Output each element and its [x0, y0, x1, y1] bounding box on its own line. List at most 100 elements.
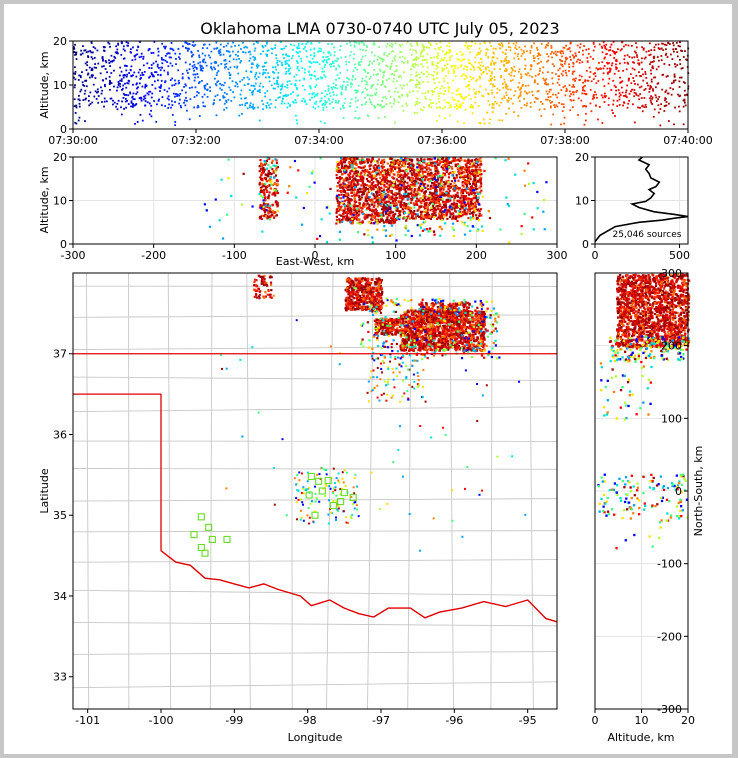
- time-altitude-source: [584, 80, 586, 83]
- time-altitude-source: [77, 79, 80, 81]
- ew-source: [475, 214, 478, 217]
- time-altitude-source: [441, 58, 444, 61]
- time-altitude-source: [169, 47, 172, 50]
- time-altitude-source: [262, 50, 265, 53]
- ew-source: [381, 169, 384, 172]
- ew-source: [366, 214, 369, 217]
- time-altitude-source: [234, 44, 236, 47]
- ew-source: [433, 192, 436, 195]
- time-altitude-source: [247, 51, 250, 53]
- ew-source: [361, 193, 364, 196]
- time-altitude-source: [441, 67, 444, 70]
- time-altitude-source: [200, 68, 203, 70]
- ew-source: [263, 161, 267, 164]
- time-altitude-source: [91, 67, 93, 70]
- time-altitude-source: [186, 49, 189, 52]
- time-altitude-source: [592, 41, 595, 44]
- time-altitude-source: [97, 95, 100, 97]
- time-altitude-source: [680, 76, 683, 79]
- ew-source: [384, 172, 387, 176]
- time-altitude-source: [111, 60, 114, 62]
- time-altitude-source: [329, 102, 331, 105]
- ew-source: [336, 200, 339, 203]
- time-altitude-source: [546, 53, 549, 56]
- time-altitude-source: [435, 55, 438, 58]
- ew-source: [394, 166, 397, 169]
- ew-source: [264, 196, 267, 199]
- time-altitude-source: [512, 42, 515, 45]
- time-altitude-source: [637, 94, 640, 97]
- time-altitude-source: [547, 83, 550, 86]
- time-altitude-source: [473, 88, 475, 91]
- time-altitude-source: [540, 114, 543, 117]
- time-altitude-source: [120, 113, 123, 116]
- time-altitude-source: [161, 96, 164, 98]
- time-altitude-source: [468, 45, 471, 48]
- time-altitude-source: [562, 52, 565, 55]
- time-altitude-source: [144, 97, 147, 100]
- ew-source: [381, 166, 384, 170]
- ew-source: [467, 199, 470, 202]
- time-altitude-source: [305, 42, 308, 45]
- time-altitude-source: [354, 89, 357, 92]
- ew-source: [389, 180, 392, 183]
- ew-source: [345, 179, 348, 182]
- ew-source: [397, 209, 400, 213]
- time-altitude-source: [296, 47, 299, 50]
- time-altitude-source: [86, 64, 89, 67]
- time-altitude-source: [254, 47, 257, 50]
- ew-source: [355, 170, 358, 173]
- ew-source: [383, 183, 386, 187]
- time-altitude-source: [97, 62, 100, 65]
- time-altitude-source: [191, 55, 193, 57]
- time-altitude-source: [413, 111, 416, 114]
- time-altitude-source: [344, 85, 347, 88]
- ew-source: [435, 189, 438, 192]
- time-altitude-source: [557, 75, 560, 78]
- ew-source: [467, 197, 471, 200]
- time-altitude-source: [530, 65, 533, 68]
- ew-source: [370, 159, 373, 162]
- ew-source: [276, 178, 279, 182]
- time-altitude-source: [570, 99, 573, 102]
- ew-source: [366, 161, 369, 164]
- time-altitude-source: [369, 94, 372, 97]
- ew-source: [410, 216, 413, 220]
- ew-source: [456, 191, 459, 194]
- ew-source: [347, 197, 351, 200]
- ew-source: [380, 165, 383, 168]
- time-altitude-source: [321, 104, 324, 106]
- time-altitude-source: [571, 85, 574, 88]
- time-altitude-source: [326, 93, 328, 96]
- time-altitude-source: [419, 52, 422, 55]
- ew-source: [442, 188, 445, 191]
- time-altitude-source: [562, 70, 565, 73]
- ew-source: [262, 202, 265, 205]
- time-altitude-source: [627, 44, 630, 47]
- time-altitude-source: [483, 70, 486, 73]
- time-altitude-source: [155, 103, 158, 106]
- ew-source: [372, 181, 375, 184]
- time-altitude-source: [625, 89, 628, 92]
- ew-source: [440, 211, 443, 214]
- time-altitude-source: [549, 88, 552, 91]
- time-altitude-source: [168, 103, 171, 106]
- time-altitude-source: [303, 77, 306, 80]
- time-altitude-source: [431, 61, 434, 63]
- time-altitude-source: [238, 114, 241, 117]
- ew-source: [275, 183, 278, 186]
- time-altitude-source: [613, 50, 616, 53]
- time-altitude-source: [126, 73, 129, 76]
- time-altitude-source: [467, 94, 470, 97]
- time-altitude-source: [448, 86, 451, 89]
- time-altitude-source: [129, 91, 131, 94]
- time-altitude-source: [297, 94, 300, 97]
- time-altitude-source: [364, 87, 367, 90]
- ew-source: [391, 214, 394, 217]
- time-altitude-source: [514, 52, 517, 55]
- ew-source: [388, 198, 391, 201]
- time-altitude-source: [487, 66, 490, 69]
- time-altitude-source: [678, 110, 681, 113]
- time-altitude-source: [90, 51, 93, 54]
- ew-source: [416, 214, 420, 218]
